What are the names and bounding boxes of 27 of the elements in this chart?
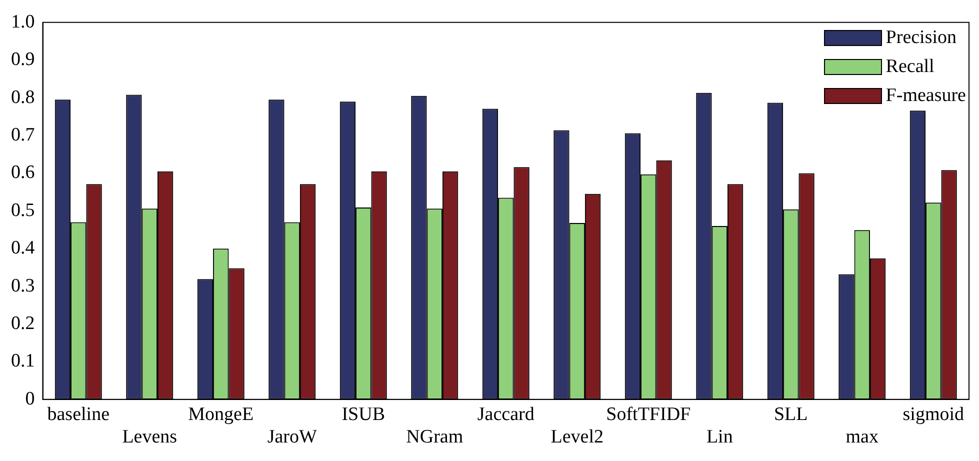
y-tick-label: 0.1 [11,350,35,372]
x-tick-label: SLL [774,404,808,425]
y-tick-label: 0.3 [11,275,35,296]
legend-label: Recall [886,55,934,80]
x-tick-label: sigmoid [902,404,964,425]
x-tick-label: JaroW [267,426,317,448]
x-tick-label: Jaccard [477,404,535,425]
y-tick-label: 0.9 [11,49,35,70]
x-tick-label: Lin [706,426,734,448]
y-tick-label: 1.0 [11,11,35,32]
legend-label: F-measure [886,84,966,108]
y-tick-label: 0.6 [11,162,35,184]
x-tick-label: Level2 [550,426,604,448]
x-tick-label: max [846,426,879,448]
x-tick-label: Levens [122,426,178,448]
y-tick-label: 0.7 [11,124,35,146]
x-tick-label: baseline [47,404,110,425]
x-tick-label: NGram [406,426,464,448]
x-tick-label: SoftTFIDF [606,404,691,425]
y-tick-label: 0.5 [11,200,35,221]
x-tick-label: MongeE [188,404,254,425]
x-tick-label: ISUB [342,404,386,425]
y-tick-label: 0.8 [11,86,35,108]
legend-label: Precision [886,26,957,50]
y-tick-label: 0.2 [11,312,35,334]
y-tick-label: 0.4 [11,238,36,259]
y-tick-label: 0 [25,388,35,410]
